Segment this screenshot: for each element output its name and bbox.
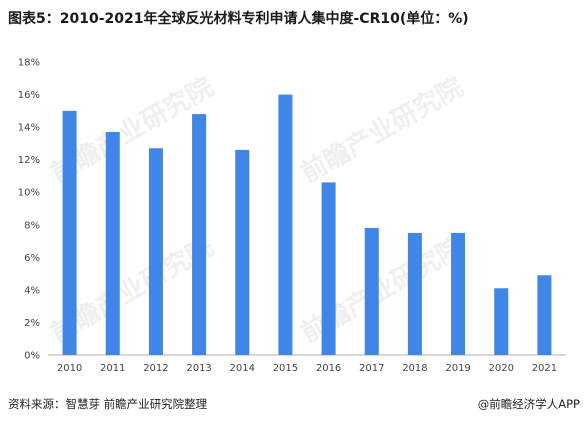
x-tick-label: 2013 — [186, 363, 211, 374]
y-tick-label: 2% — [24, 318, 40, 329]
x-tick-label: 2012 — [143, 363, 168, 374]
x-tick-label: 2014 — [230, 363, 255, 374]
bar — [537, 275, 552, 355]
bar — [321, 182, 336, 355]
bar — [105, 131, 120, 355]
y-tick-label: 12% — [18, 155, 40, 166]
bar — [192, 114, 207, 355]
y-tick-label: 0% — [24, 351, 40, 362]
bar — [235, 149, 250, 355]
x-tick-label: 2021 — [532, 363, 557, 374]
y-tick-label: 16% — [18, 90, 40, 101]
y-tick-label: 18% — [18, 58, 40, 69]
x-tick-label: 2019 — [445, 363, 470, 374]
bar — [364, 228, 379, 355]
credit-note: @前瞻经济学人APP — [477, 397, 580, 411]
y-tick-label: 14% — [18, 123, 40, 134]
x-tick-label: 2010 — [57, 363, 82, 374]
bar-chart: 0% 2% 4% 6% 8% 10% 12% 14% 16% 18% 2010 2011 2012 201… — [18, 58, 566, 374]
bar — [451, 232, 466, 355]
bar — [494, 288, 509, 355]
y-tick-label: 4% — [24, 285, 40, 296]
x-tick-label: 2015 — [273, 363, 298, 374]
source-note: 资料来源：智慧芽 前瞻产业研究院整理 — [8, 397, 208, 411]
x-tick-label: 2018 — [402, 363, 427, 374]
bar — [148, 148, 163, 355]
chart-title: 图表5：2010-2021年全球反光材料专利申请人集中度-CR10(单位：%) — [8, 11, 469, 27]
x-tick-label: 2020 — [489, 363, 514, 374]
bar — [62, 110, 77, 355]
bar — [278, 94, 293, 356]
y-tick-label: 8% — [24, 220, 40, 231]
y-tick-label: 10% — [18, 188, 40, 199]
x-tick-label: 2011 — [100, 363, 125, 374]
x-tick-label: 2016 — [316, 363, 341, 374]
x-tick-label: 2017 — [359, 363, 384, 374]
bar — [407, 232, 422, 355]
y-tick-label: 6% — [24, 253, 40, 264]
